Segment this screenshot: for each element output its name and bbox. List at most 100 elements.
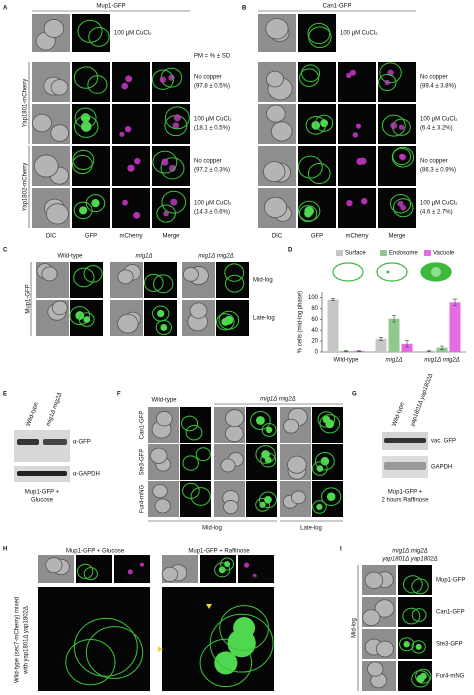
cell [304, 209, 313, 218]
micrograph [246, 481, 277, 517]
x-tick-label: Wild-type [333, 358, 359, 364]
micrograph [297, 146, 336, 186]
cell [182, 482, 200, 500]
cell [252, 573, 257, 578]
cell [225, 409, 245, 428]
cell [361, 198, 368, 205]
phase-label: Late-log [253, 316, 275, 322]
micrograph [110, 262, 143, 298]
cell [283, 418, 300, 434]
micrograph [70, 262, 103, 298]
cell [233, 617, 256, 639]
y-tick-label: 20 [311, 339, 318, 345]
band [17, 471, 67, 476]
error-bar [440, 345, 444, 350]
cell [355, 123, 362, 129]
micrograph-bg [162, 587, 274, 691]
cell [352, 132, 359, 138]
cell [199, 638, 253, 688]
micrograph-bg [144, 300, 177, 336]
micrograph [312, 481, 343, 517]
condition: 100 µM CuCl₂ [194, 117, 232, 123]
micrograph [161, 555, 198, 583]
micrograph-bg [298, 146, 336, 186]
reporter-label: Fur4-mNG [436, 674, 465, 680]
cell [219, 605, 269, 651]
micrograph [312, 407, 343, 443]
reporter-label: Fur4-mNG [140, 485, 146, 514]
cell [154, 498, 171, 514]
micrograph [180, 444, 211, 480]
cell [319, 414, 341, 434]
condition-label: Mup1-GFP + Raffinose [188, 549, 250, 555]
error-bar [392, 315, 396, 323]
cell [133, 211, 141, 219]
micrograph [76, 555, 112, 583]
cell [161, 158, 169, 166]
bar [388, 318, 400, 352]
condition: No copper [194, 75, 222, 81]
micrograph-bg [378, 146, 416, 186]
micrograph-bg [180, 444, 211, 480]
cell [326, 492, 336, 502]
condition: 100 µM CuCl₂ [340, 31, 378, 37]
cell [402, 575, 423, 594]
x-tick-label: mig1Δ mig2Δ [424, 358, 460, 364]
micrograph-bg [338, 146, 376, 186]
y-axis-label: % cells (mid-log phase) [298, 291, 304, 353]
micrograph-bg [72, 62, 110, 102]
cell [163, 210, 169, 217]
micrograph [148, 407, 179, 443]
cell [389, 193, 412, 214]
cell [266, 104, 286, 123]
cell [297, 200, 321, 222]
cell [316, 503, 323, 510]
cell [312, 461, 328, 476]
micrograph [32, 62, 70, 102]
cell [152, 305, 170, 322]
micrograph [148, 481, 179, 517]
micrograph-bg [114, 555, 150, 583]
panel-label: D [288, 248, 293, 254]
cell [160, 157, 185, 180]
cell [297, 155, 323, 179]
micrograph [143, 262, 177, 298]
micrograph [71, 146, 110, 186]
micrograph [297, 188, 336, 228]
column-label: Merge [388, 234, 406, 240]
column-label: Merge [162, 234, 180, 240]
micrograph [338, 188, 376, 228]
cell [190, 487, 211, 506]
strain-label: mig1Δ mig2Δ [260, 397, 296, 403]
micrograph-bg [246, 407, 277, 443]
cell [43, 19, 65, 38]
cell [214, 651, 238, 675]
cell [45, 203, 69, 225]
micrograph [112, 104, 150, 144]
cell [125, 75, 133, 83]
cell [161, 566, 179, 583]
schematic-cell [431, 267, 441, 277]
micrograph [72, 104, 110, 144]
reporter-label: Ste3-GFP [436, 642, 463, 648]
micrograph [216, 262, 249, 298]
cell [223, 500, 239, 515]
cell [195, 447, 211, 462]
column-label: GFP [311, 234, 323, 240]
cell [225, 424, 244, 443]
cell [300, 64, 321, 83]
cell [69, 306, 91, 326]
cell [181, 415, 199, 432]
cell [391, 146, 415, 168]
cell [160, 324, 168, 331]
pm-value: (86.3 ± 0.9%) [420, 168, 456, 174]
phase-label: Mid-log [202, 526, 222, 532]
cell [416, 674, 425, 683]
micrograph [378, 104, 416, 144]
cell [349, 69, 356, 76]
cell [85, 194, 106, 213]
blot-label: GAPDH [431, 465, 452, 471]
blot-label: vac. GFP [431, 439, 456, 445]
cell [411, 608, 427, 622]
micrograph [38, 555, 74, 583]
